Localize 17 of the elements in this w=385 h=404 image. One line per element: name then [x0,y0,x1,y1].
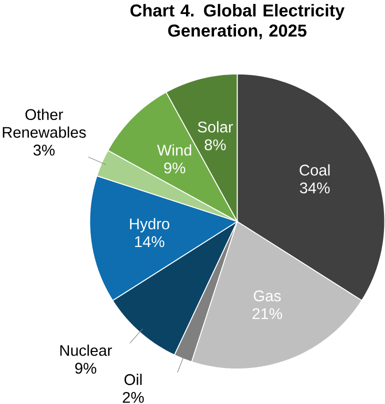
data-label: 3% [33,144,55,156]
data-label: 9% [164,162,186,174]
data-label: 8% [204,139,226,150]
data-label: 2% [122,392,144,403]
data-label: 9% [75,362,96,374]
slice-label: Solar [198,121,233,132]
slice-label: Wind [157,144,192,156]
slice-label: Coal [300,164,330,176]
chart-title: Chart 4. Global Electricity Generation, 2025 [130,4,344,40]
data-label: 14% [135,236,164,248]
slice-label: Other Renewables [2,108,86,138]
slice-label: Hydro [130,218,170,232]
slice-label: Gas [254,290,281,302]
slice-label: Nuclear [60,344,112,356]
data-label: 21% [252,308,282,320]
slice-label: Oil [124,374,142,386]
data-label: 34% [300,182,330,194]
